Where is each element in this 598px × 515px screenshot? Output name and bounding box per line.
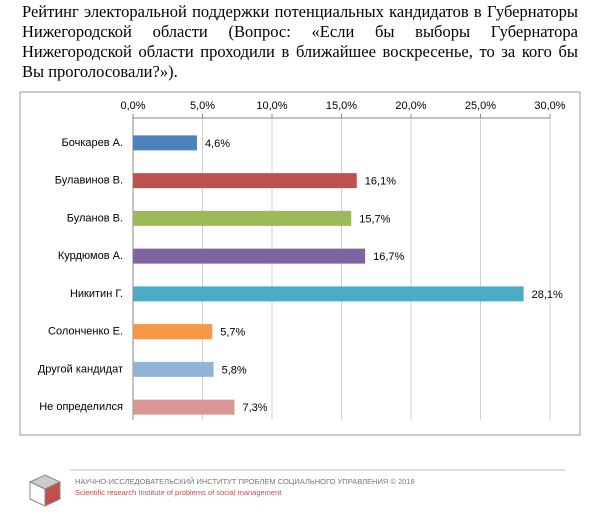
x-tick-label: 0,0% — [120, 100, 145, 112]
y-tick-label: Никитин Г. — [70, 288, 123, 300]
value-label: 28,1% — [532, 289, 563, 301]
value-label: 5,7% — [220, 327, 245, 339]
bar — [133, 286, 524, 302]
heading: Рейтинг электоральной поддержки потенциа… — [22, 2, 578, 81]
y-tick-label: Другой кандидат — [38, 363, 123, 375]
value-label: 15,7% — [359, 213, 390, 225]
bar — [133, 399, 235, 415]
value-label: 16,1% — [365, 176, 396, 188]
x-tick-label: 15,0% — [326, 100, 357, 112]
value-label: 4,6% — [205, 138, 230, 150]
x-tick-label: 30,0% — [534, 100, 565, 112]
bar — [133, 135, 197, 151]
y-tick-label: Не определился — [39, 401, 123, 413]
x-tick-label: 10,0% — [256, 100, 287, 112]
value-label: 16,7% — [373, 251, 404, 263]
y-tick-label: Булавинов В. — [55, 175, 123, 187]
value-label: 5,8% — [222, 364, 247, 376]
y-tick-label: Бочкарев А. — [61, 137, 123, 149]
footer-org-en: Scientific research Institute of problem… — [75, 488, 282, 497]
y-tick-label: Курдюмов А. — [58, 250, 123, 262]
logo — [28, 474, 62, 507]
bar — [133, 361, 214, 377]
x-tick-label: 25,0% — [465, 100, 496, 112]
y-tick-label: Буланов В. — [67, 212, 123, 224]
value-label: 7,3% — [242, 402, 267, 414]
bar — [133, 324, 213, 340]
footer-org: НАУЧНО-ИССЛЕДОВАТЕЛЬСКИЙ ИНСТИТУТ ПРОБЛЕ… — [75, 477, 415, 486]
y-tick-label: Солонченко Е. — [48, 326, 123, 338]
bar — [133, 248, 366, 264]
bar — [133, 173, 357, 189]
x-tick-label: 5,0% — [190, 100, 215, 112]
x-tick-label: 20,0% — [395, 100, 426, 112]
bar — [133, 210, 352, 226]
